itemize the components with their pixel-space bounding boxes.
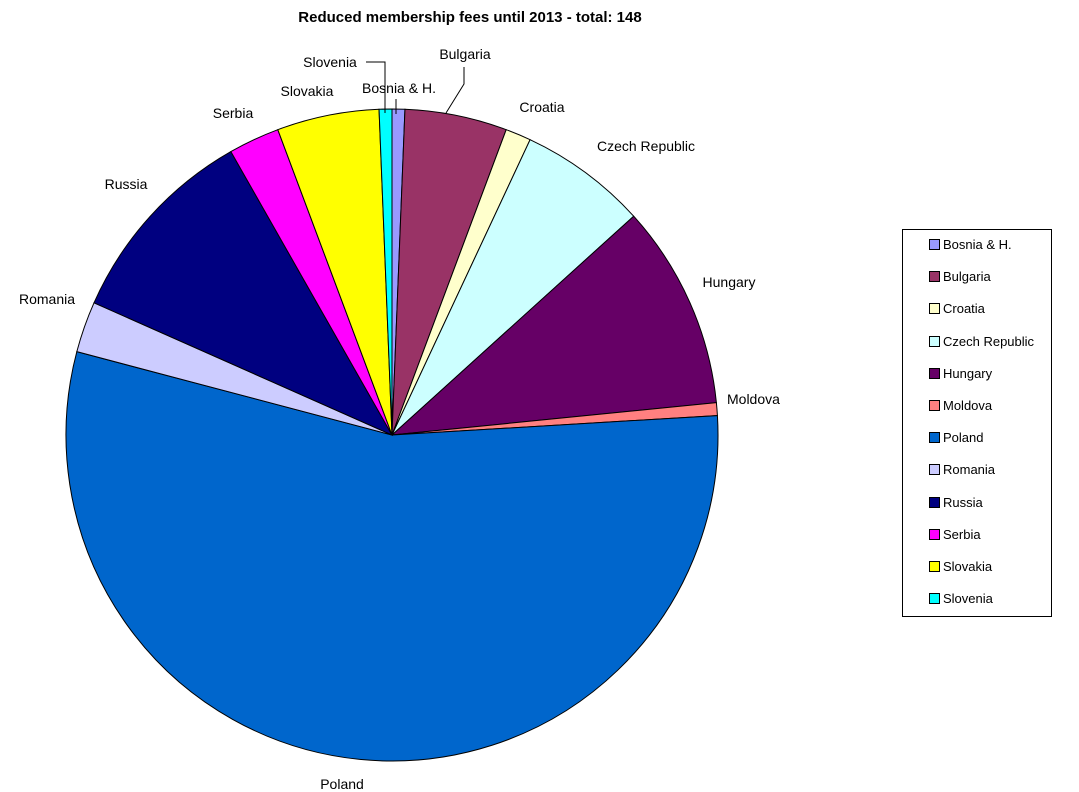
pie-slice-czech-republic: [391, 139, 635, 436]
legend-swatch-czech-republic: [929, 335, 940, 347]
legend-item-bulgaria: Bulgaria: [929, 267, 991, 287]
legend-label: Moldova: [943, 398, 993, 413]
legend-swatch-russia: [929, 496, 940, 508]
legend-item-croatia: Croatia: [929, 299, 985, 319]
pie-slice-poland: [65, 351, 719, 762]
legend-item-serbia: Serbia: [929, 525, 981, 545]
legend-item-russia: Russia: [929, 493, 983, 513]
slice-label-czech-republic: Czech Republic: [597, 138, 695, 154]
slice-labels: Bosnia & H. Bulgaria Croatia Czech Republic…: [19, 46, 780, 792]
legend-swatch-poland: [929, 432, 940, 444]
leader-line-bulgaria: [445, 67, 465, 114]
legend-label: Czech Republic: [943, 333, 1035, 349]
slice-label-moldova: Moldova: [727, 391, 780, 407]
legend-label: Bosnia & H.: [943, 237, 1012, 252]
slice-label-hungary: Hungary: [703, 274, 756, 290]
slice-label-croatia: Croatia: [519, 99, 564, 115]
legend-swatch-slovakia: [929, 561, 940, 572]
legend-swatch-slovenia: [929, 593, 940, 605]
legend-swatch-moldova: [929, 400, 940, 411]
legend-item-bosnia-h: Bosnia & H.: [929, 235, 1012, 255]
legend: Bosnia & H. Bulgaria Croatia Czech Republic…: [902, 229, 1052, 617]
legend-item-moldova: Moldova: [929, 396, 992, 416]
legend-label: Croatia: [943, 301, 985, 317]
slice-label-slovakia: Slovakia: [281, 83, 334, 99]
legend-item-slovakia: Slovakia: [929, 557, 992, 577]
legend-label: Bulgaria: [943, 269, 991, 285]
pie-slice-hungary: [390, 215, 717, 436]
legend-item-hungary: Hungary: [929, 364, 992, 384]
legend-label: Serbia: [943, 526, 981, 542]
legend-swatch-hungary: [929, 367, 940, 379]
slice-label-romania: Romania: [19, 291, 75, 307]
legend-label: Slovenia: [943, 591, 993, 607]
slice-label-russia: Russia: [105, 176, 148, 192]
slice-label-poland: Poland: [320, 776, 364, 792]
slice-label-slovenia: Slovenia: [303, 54, 357, 70]
slice-label-bulgaria: Bulgaria: [439, 46, 491, 62]
legend-label: Slovakia: [943, 559, 993, 574]
legend-item-romania: Romania: [929, 460, 995, 480]
legend-swatch-bosnia-h: [929, 239, 940, 250]
legend-item-czech-republic: Czech Republic: [929, 332, 1034, 352]
legend-label: Poland: [943, 430, 984, 446]
legend-label: Hungary: [943, 365, 993, 381]
legend-swatch-romania: [929, 464, 940, 476]
legend-item-slovenia: Slovenia: [929, 589, 993, 609]
pie-slice-russia: [93, 150, 394, 437]
slice-label-bosnia-h: Bosnia & H.: [362, 80, 436, 96]
leader-lines: [366, 61, 465, 114]
pie-slices: [65, 108, 719, 762]
legend-swatch-serbia: [929, 528, 940, 540]
slice-label-serbia: Serbia: [213, 105, 254, 121]
legend-swatch-croatia: [929, 303, 940, 315]
chart-title: Reduced membership fees until 2013 - tot…: [298, 9, 642, 26]
legend-item-poland: Poland: [929, 428, 983, 448]
leader-line-slovenia: [366, 61, 386, 113]
legend-label: Romania: [943, 462, 996, 478]
pie-slice-slovenia: [378, 108, 393, 436]
legend-swatch-bulgaria: [929, 271, 940, 283]
legend-label: Russia: [943, 494, 983, 510]
